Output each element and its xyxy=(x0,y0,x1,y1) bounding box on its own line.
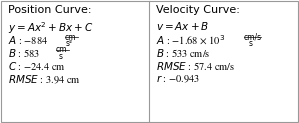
Text: $RMSE$ : 3.94 cm: $RMSE$ : 3.94 cm xyxy=(8,74,81,86)
Text: Velocity Curve:: Velocity Curve: xyxy=(156,5,240,15)
Text: s: s xyxy=(59,52,63,61)
Text: cm: cm xyxy=(56,46,68,54)
Text: s: s xyxy=(249,39,253,48)
Text: $C$ : −24.4 cm: $C$ : −24.4 cm xyxy=(8,60,66,72)
Text: $RMSE$ : 57.4 cm/s: $RMSE$ : 57.4 cm/s xyxy=(156,60,235,72)
Text: cm: cm xyxy=(65,32,77,41)
Text: Position Curve:: Position Curve: xyxy=(8,5,91,15)
Text: $B$ : 533 cm/s: $B$ : 533 cm/s xyxy=(156,47,210,59)
Text: s²: s² xyxy=(66,39,73,48)
FancyBboxPatch shape xyxy=(1,1,298,122)
Text: $y = Ax^2 + Bx + C$: $y = Ax^2 + Bx + C$ xyxy=(8,20,94,36)
Text: $A$ : −1.68 × 10$^3$: $A$ : −1.68 × 10$^3$ xyxy=(156,34,225,47)
Text: $B$ : 583: $B$ : 583 xyxy=(8,47,40,59)
Text: $v = Ax + B$: $v = Ax + B$ xyxy=(156,20,209,32)
Text: $r$ : −0.943: $r$ : −0.943 xyxy=(156,74,200,85)
Text: cm/s: cm/s xyxy=(244,32,262,41)
Text: $A$ : −884: $A$ : −884 xyxy=(8,34,48,46)
